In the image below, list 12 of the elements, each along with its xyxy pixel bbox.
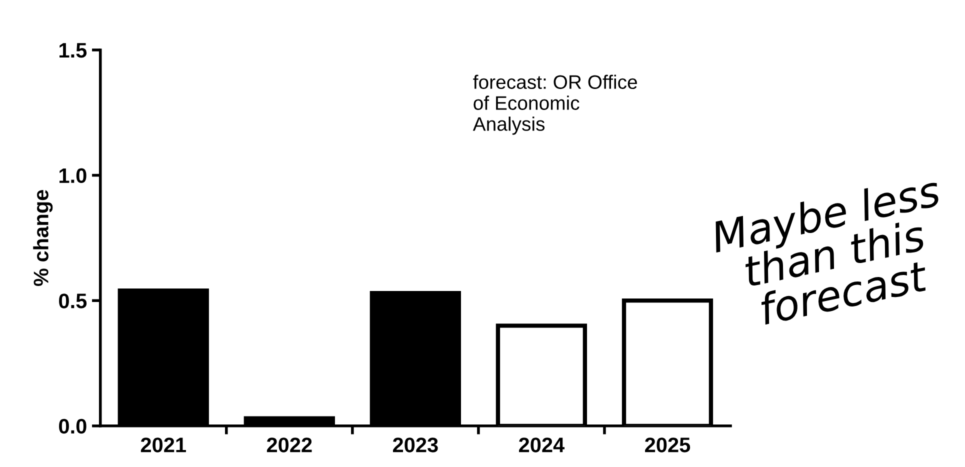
x-tick-label: 2022 [266,438,312,452]
y-axis-title: % change [33,190,53,286]
x-tick-label: 2021 [140,438,186,452]
annotation: forecast: OR Office of Economic Analysis [472,74,637,135]
y-tick-label: 1.5 [60,43,87,58]
annotation: Maybe less than this forecast [710,174,944,326]
x-tick-label: 2023 [392,438,438,452]
y-tick-label: 0.0 [59,418,86,434]
x-tick-label: 2025 [645,438,690,452]
y-tick-label: 0.5 [59,294,87,308]
x-tick-label: 2024 [519,438,565,452]
y-tick-label: 1.0 [60,168,86,184]
